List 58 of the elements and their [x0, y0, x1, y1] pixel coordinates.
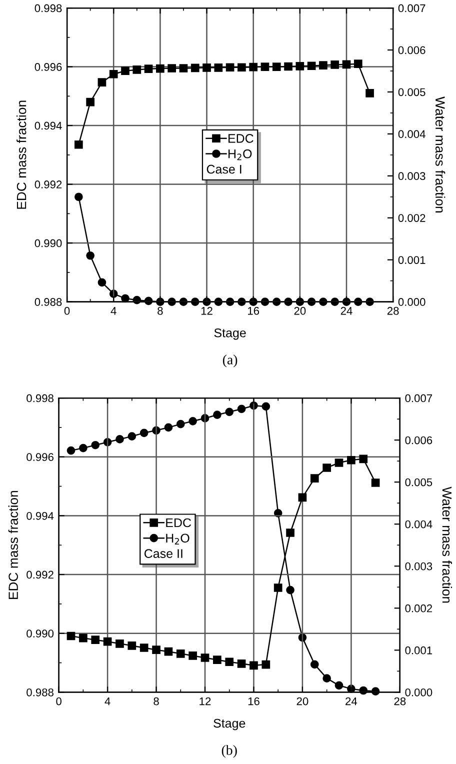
y2-tick-label: 0.001 [405, 646, 432, 654]
y-tick-label: 0.996 [26, 453, 54, 462]
y-tick-label: 0.998 [26, 394, 54, 402]
y2-tick-label: 0.006 [405, 436, 432, 444]
y2-tick-label: 0.006 [398, 46, 426, 54]
y2-tick-label: 0.001 [398, 256, 426, 264]
legend-title: Case II [144, 549, 182, 558]
y2-tick-label: 0.003 [405, 562, 432, 570]
y-tick-label: 0.988 [34, 298, 62, 306]
text: (b) [222, 745, 237, 758]
y-tick-label: 0.990 [34, 239, 62, 248]
x-tick-label: 4 [104, 697, 110, 706]
legend-label: EDC [228, 134, 254, 143]
y2-tick-label: 0.003 [398, 172, 426, 180]
y2-tick-label: 0.002 [405, 604, 432, 612]
x-tick-label: 24 [340, 306, 352, 315]
y-tick-label: 0.992 [26, 570, 54, 579]
legend-label: EDC [166, 518, 192, 528]
x-tick-label: 16 [248, 306, 260, 315]
y2-tick-label: 0.005 [398, 88, 426, 96]
y2-tick-label: 0.002 [398, 214, 426, 222]
x-tick-label: 28 [394, 697, 406, 706]
x-tick-label: 12 [200, 697, 211, 706]
y2-tick-label: 0.000 [398, 298, 426, 306]
y2-tick-label: 0.000 [405, 688, 432, 696]
text: (a) [222, 354, 238, 368]
y-tick-label: 0.988 [26, 688, 54, 696]
y2-tick-label: 0.007 [405, 394, 432, 402]
x-tick-label: 16 [248, 697, 260, 706]
y-tick-label: 0.990 [26, 630, 54, 638]
x-axis-title: Stage [214, 718, 246, 730]
x-tick-label: 4 [110, 307, 116, 315]
y-axis-title: EDC mass fraction [8, 490, 18, 600]
y-tick-label: 0.998 [34, 4, 62, 12]
y2-tick-label: 0.007 [398, 4, 426, 12]
y2-tick-label: 0.004 [398, 130, 426, 138]
x-tick-label: 0 [56, 697, 62, 706]
x-tick-label: 8 [154, 697, 159, 706]
legend-label: H$_{2}$O [228, 149, 252, 160]
x-tick-label: 12 [201, 306, 212, 315]
legend-label: H$_{2}$O [166, 534, 190, 544]
y-tick-label: 0.992 [34, 180, 62, 188]
x-tick-label: 20 [296, 697, 308, 706]
x-axis-title: Stage [214, 328, 246, 340]
x-tick-label: 8 [158, 306, 163, 315]
y-tick-label: 0.994 [26, 512, 54, 520]
y-axis-title: EDC mass fraction [16, 100, 26, 209]
y2-axis-title: Water mass fraction [442, 486, 452, 603]
y2-axis-title: Water mass fraction [435, 96, 446, 212]
legend-title: Case I [206, 164, 242, 174]
x-tick-label: 20 [294, 306, 306, 315]
x-tick-label: 0 [64, 306, 70, 315]
y-tick-label: 0.996 [34, 63, 62, 71]
y2-tick-label: 0.005 [405, 478, 432, 486]
x-tick-label: 24 [346, 697, 358, 706]
y-tick-label: 0.994 [34, 122, 62, 130]
x-tick-label: 28 [387, 306, 399, 315]
y2-tick-label: 0.004 [405, 520, 432, 528]
